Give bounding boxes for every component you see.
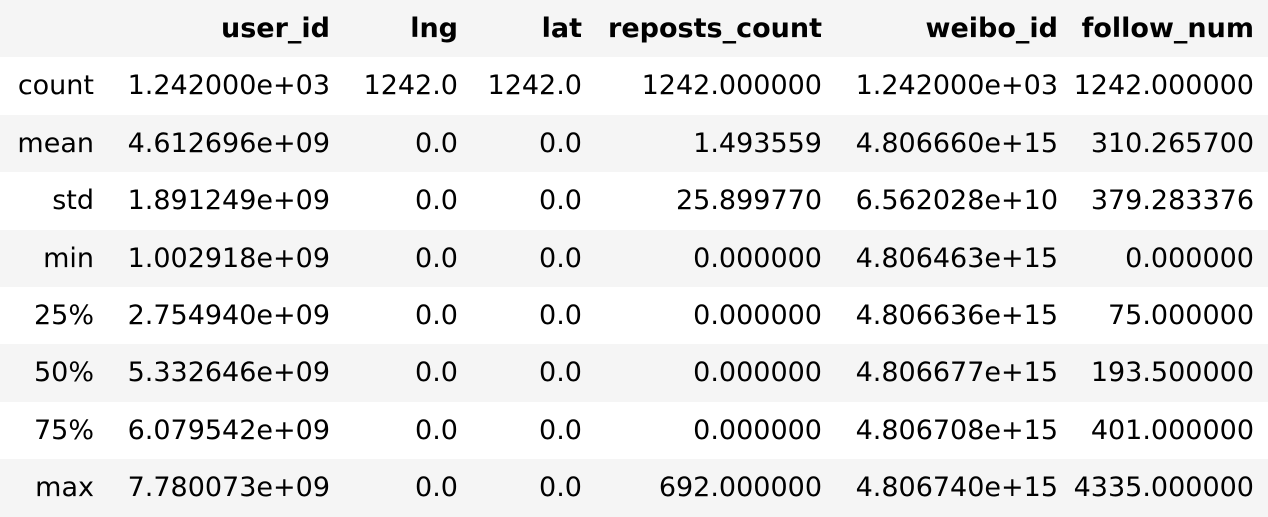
table-cell: 1.891249e+09	[108, 172, 344, 230]
table-cell: 1242.0	[472, 57, 596, 115]
table-cell: 6.562028e+10	[836, 172, 1072, 230]
row-label: 75%	[0, 401, 108, 460]
table-cell: 1.493559	[596, 114, 836, 173]
table-cell: 1242.0	[344, 57, 472, 115]
table-cell: 0.000000	[596, 344, 836, 402]
table-cell: 4.806463e+15	[836, 229, 1072, 288]
table-cell: 0.0	[344, 401, 472, 460]
table-cell: 0.0	[472, 114, 596, 173]
table-cell: 4.806708e+15	[836, 401, 1072, 460]
table-row: 75% 6.079542e+09 0.0 0.0 0.000000 4.8067…	[0, 401, 1268, 460]
table-row: max 7.780073e+09 0.0 0.0 692.000000 4.80…	[0, 459, 1268, 517]
table-cell: 0.0	[344, 114, 472, 173]
table-cell: 0.000000	[596, 287, 836, 345]
table-cell: 1242.000000	[596, 57, 836, 115]
table-body: count 1.242000e+03 1242.0 1242.0 1242.00…	[0, 57, 1268, 517]
column-header-lat: lat	[472, 0, 596, 58]
table-cell: 379.283376	[1072, 172, 1268, 230]
row-label: 25%	[0, 287, 108, 345]
table-cell: 1.242000e+03	[836, 57, 1072, 115]
table-cell: 310.265700	[1072, 114, 1268, 173]
table-row: mean 4.612696e+09 0.0 0.0 1.493559 4.806…	[0, 114, 1268, 173]
table-cell: 4.612696e+09	[108, 114, 344, 173]
table-cell: 0.0	[472, 287, 596, 345]
column-header-weibo-id: weibo_id	[836, 0, 1072, 58]
table-cell: 0.000000	[596, 229, 836, 288]
table-cell: 1.242000e+03	[108, 57, 344, 115]
table-cell: 0.0	[472, 344, 596, 402]
column-header-follow-num: follow_num	[1072, 0, 1268, 58]
table-cell: 4.806740e+15	[836, 459, 1072, 517]
row-label: min	[0, 229, 108, 288]
row-label: 50%	[0, 344, 108, 402]
table-cell: 692.000000	[596, 459, 836, 517]
table-cell: 25.899770	[596, 172, 836, 230]
table-header: user_id lng lat reposts_count weibo_id f…	[0, 0, 1268, 58]
table-cell: 401.000000	[1072, 401, 1268, 460]
row-label: mean	[0, 114, 108, 173]
table-cell: 6.079542e+09	[108, 401, 344, 460]
row-label: count	[0, 57, 108, 115]
table-cell: 193.500000	[1072, 344, 1268, 402]
index-header-cell	[0, 0, 108, 58]
table-cell: 0.0	[344, 172, 472, 230]
table-cell: 75.000000	[1072, 287, 1268, 345]
table-cell: 1242.000000	[1072, 57, 1268, 115]
row-label: std	[0, 172, 108, 230]
header-row: user_id lng lat reposts_count weibo_id f…	[0, 0, 1268, 58]
table-cell: 0.0	[344, 344, 472, 402]
table-cell: 0.0	[472, 459, 596, 517]
column-header-reposts-count: reposts_count	[596, 0, 836, 58]
table-cell: 2.754940e+09	[108, 287, 344, 345]
table-cell: 0.0	[344, 229, 472, 288]
column-header-lng: lng	[344, 0, 472, 58]
table-cell: 4335.000000	[1072, 459, 1268, 517]
column-header-user-id: user_id	[108, 0, 344, 58]
table-cell: 0.0	[344, 287, 472, 345]
table-cell: 4.806660e+15	[836, 114, 1072, 173]
table-cell: 0.0	[472, 229, 596, 288]
row-label: max	[0, 459, 108, 517]
table-cell: 4.806677e+15	[836, 344, 1072, 402]
table-cell: 0.000000	[1072, 229, 1268, 288]
table-cell: 0.0	[472, 401, 596, 460]
table-cell: 4.806636e+15	[836, 287, 1072, 345]
table-cell: 0.0	[344, 459, 472, 517]
table-row: min 1.002918e+09 0.0 0.0 0.000000 4.8064…	[0, 229, 1268, 288]
table-cell: 1.002918e+09	[108, 229, 344, 288]
table-cell: 7.780073e+09	[108, 459, 344, 517]
table-cell: 0.000000	[596, 401, 836, 460]
table-row: 25% 2.754940e+09 0.0 0.0 0.000000 4.8066…	[0, 287, 1268, 345]
table-cell: 0.0	[472, 172, 596, 230]
table-row: count 1.242000e+03 1242.0 1242.0 1242.00…	[0, 57, 1268, 115]
table-cell: 5.332646e+09	[108, 344, 344, 402]
table-row: std 1.891249e+09 0.0 0.0 25.899770 6.562…	[0, 172, 1268, 230]
table-row: 50% 5.332646e+09 0.0 0.0 0.000000 4.8066…	[0, 344, 1268, 402]
